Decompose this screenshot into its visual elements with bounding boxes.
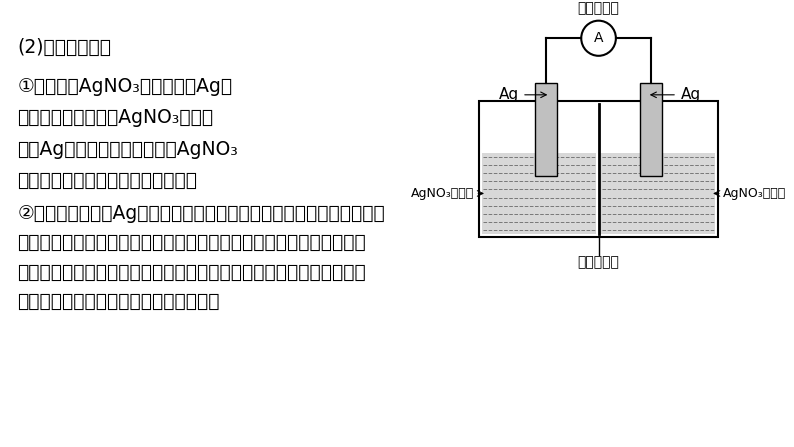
Text: 灵敏电流表: 灵敏电流表 [577,1,619,15]
Text: 右侧Ag电极为正极。只有两边AgNO₃: 右侧Ag电极为正极。只有两边AgNO₃ [17,140,238,159]
Text: ①左池为稀AgNO₃溶液，左侧Ag电: ①左池为稀AgNO₃溶液，左侧Ag电 [17,77,233,96]
Text: AgNO₃浓溶液: AgNO₃浓溶液 [723,187,786,200]
Text: AgNO₃稀溶液: AgNO₃稀溶液 [411,187,475,200]
Bar [641,83,661,176]
Text: ②正、负电极均为Ag单质。随着反应进行，左右两池浓度的差值逐渐减: ②正、负电极均为Ag单质。随着反应进行，左右两池浓度的差值逐渐减 [17,204,385,223]
Text: 离子浓度相等时，电池将停止工作，不再有电流产生，此时溶液中左、: 离子浓度相等时，电池将停止工作，不再有电流产生，此时溶液中左、 [17,263,366,282]
Text: Ag: Ag [499,87,518,102]
Text: A: A [594,31,603,45]
Text: 小，外电路中电流将减小，电流表指针偏转幅度逐渐变小。当左右两侧: 小，外电路中电流将减小，电流表指针偏转幅度逐渐变小。当左右两侧 [17,233,366,253]
Text: 极为负极，右池为浓AgNO₃溶液，: 极为负极，右池为浓AgNO₃溶液， [17,109,214,127]
Bar [480,101,718,237]
Text: 溶液浓度不同，才能形成浓差电池。: 溶液浓度不同，才能形成浓差电池。 [17,171,198,190]
Bar [482,152,596,234]
Text: 右两边硝酸银溶液的物质的量浓度相等。: 右两边硝酸银溶液的物质的量浓度相等。 [17,292,220,311]
Text: (2)形成浓差电池: (2)形成浓差电池 [17,38,111,57]
Text: 离子交换膜: 离子交换膜 [577,256,619,270]
Bar [535,83,557,176]
Bar [601,152,715,234]
Text: Ag: Ag [680,87,700,102]
